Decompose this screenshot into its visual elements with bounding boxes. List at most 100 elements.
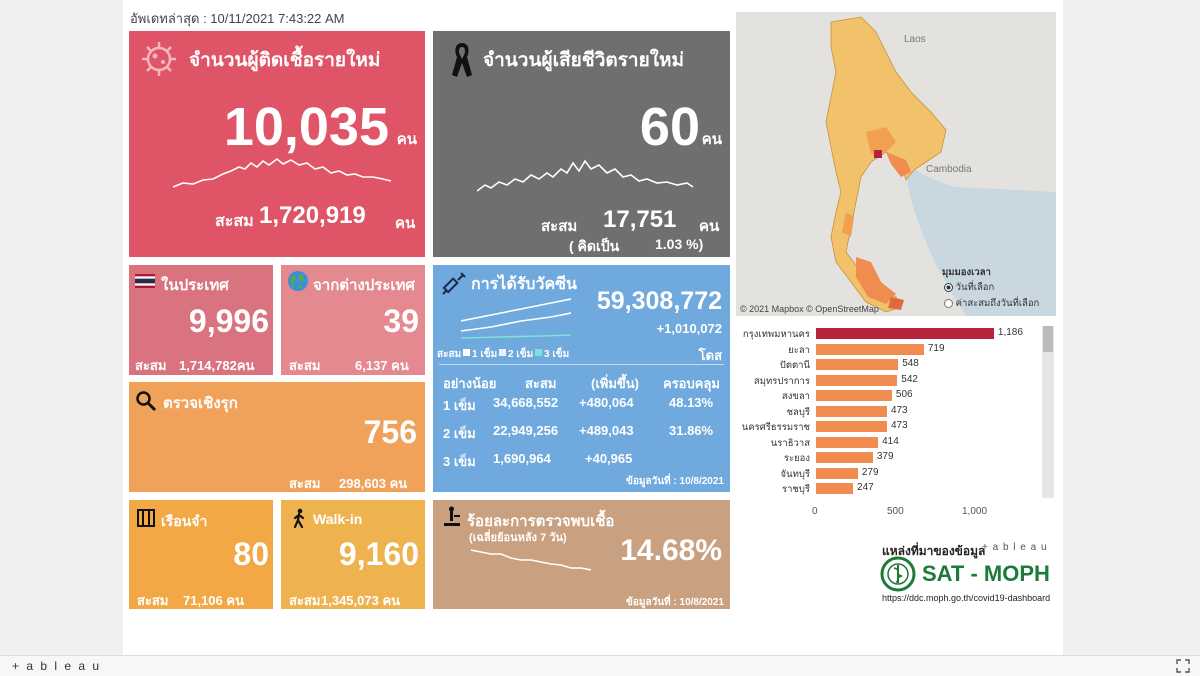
vaccine-header-cum: สะสม (525, 376, 557, 391)
bar-label: ชลบุรี (786, 406, 810, 418)
bar[interactable] (816, 467, 858, 479)
domestic-cum-value: 1,714,782คน (179, 358, 255, 373)
positivity-subtitle: (เฉลี่ยย้อนหลัง 7 วัน) (469, 532, 567, 544)
vaccine-legend-1: 1 เข็ม (472, 349, 498, 360)
chart-scrollbar-thumb[interactable] (1043, 326, 1053, 352)
map-attribution: © 2021 Mapbox © OpenStreetMap (740, 304, 879, 314)
prison-title: เรือนจำ (161, 513, 208, 529)
bar-label: ยะลา (788, 344, 810, 356)
prison-bars-icon (137, 509, 155, 527)
new-cases-card[interactable]: จำนวนผู้ติดเชื้อรายใหม่ 10,035 คน สะสม 1… (129, 31, 425, 257)
map-label-cambodia: Cambodia (926, 164, 972, 175)
vaccine-header-inc: (เพิ่มขึ้น) (591, 376, 640, 391)
vaccine-title: การได้รับวัคซีน (471, 276, 577, 293)
bar-label: ระยอง (783, 453, 810, 464)
domestic-card[interactable]: ในประเทศ 9,996 สะสม 1,714,782คน (129, 265, 273, 375)
vaccine-legend-prefix: สะสม (437, 349, 462, 360)
new-deaths-unit: คน (701, 131, 722, 148)
bar-value-label: 719 (927, 342, 945, 354)
bar-label: นราธิวาส (770, 437, 810, 449)
vaccine-divider (439, 364, 724, 365)
domestic-title: ในประเทศ (161, 277, 229, 294)
bar[interactable] (816, 359, 899, 370)
source-url[interactable]: https://ddc.moph.go.th/covid19-dashboard (882, 593, 1051, 603)
new-deaths-title: จำนวนผู้เสียชีวิตรายใหม่ (483, 50, 685, 71)
overseas-title: จากต่างประเทศ (313, 277, 415, 294)
overseas-cum-value: 6,137 คน (355, 358, 409, 373)
vaccine-row3-cum: 1,690,964 (493, 451, 551, 466)
walking-person-icon (293, 508, 305, 528)
vaccine-row1-cum: 34,668,552 (493, 395, 559, 410)
positivity-card[interactable]: ร้อยละการตรวจพบเชื้อ (เฉลี่ยย้อนหลัง 7 ว… (433, 500, 730, 609)
legend-box-3 (535, 349, 542, 356)
new-cases-value: 10,035 (223, 97, 389, 157)
bar[interactable] (816, 390, 892, 401)
new-deaths-cum-value: 17,751 (603, 206, 677, 233)
fullscreen-icon[interactable] (1176, 659, 1190, 673)
active-case-value: 756 (363, 414, 417, 450)
bar[interactable] (816, 436, 879, 448)
tableau-logo[interactable]: + a b l e a u (12, 659, 102, 673)
death-rate-value: 1.03 %) (655, 236, 704, 252)
bar-label: สมุทรปราการ (753, 375, 810, 387)
overseas-card[interactable]: จากต่างประเทศ 39 สะสม 6,137 คน (281, 265, 425, 375)
moph-emblem-icon (880, 556, 916, 592)
new-deaths-sparkline (477, 159, 694, 192)
new-cases-unit: คน (396, 131, 417, 148)
walkin-cum-value: 1,345,073 คน (321, 593, 401, 608)
bar-value-label: 473 (890, 404, 908, 416)
last-updated: อัพเดทล่าสุด : 10/11/2021 7:43:22 AM (130, 11, 345, 26)
vaccine-row2-cum: 22,949,256 (493, 423, 559, 438)
vaccine-row1-dose: 1 เข็ม (443, 398, 476, 413)
domestic-value: 9,996 (188, 303, 269, 339)
positivity-sparkline (471, 549, 591, 571)
legend-box-2 (499, 349, 506, 356)
bar[interactable] (816, 328, 994, 339)
prison-card[interactable]: เรือนจำ 80 สะสม 71,106 คน (129, 500, 273, 609)
vaccine-row2-cov: 31.86% (669, 423, 714, 438)
bar-label: นครศรีธรรมราช (741, 422, 810, 433)
bar[interactable] (816, 405, 887, 417)
vaccine-increase: +1,010,072 (656, 321, 722, 336)
tableau-mini-logo: + a b l e a u (982, 542, 1048, 553)
bar[interactable] (816, 483, 854, 494)
bar-label: ราชบุรี (781, 484, 810, 495)
vaccine-row2-inc: +489,043 (579, 423, 634, 438)
vaccine-trend-lines (461, 298, 571, 339)
prison-value: 80 (233, 536, 269, 572)
vaccine-card[interactable]: การได้รับวัคซีน 59,308,772 +1,010,072 โด… (433, 265, 730, 492)
overseas-value: 39 (383, 303, 419, 339)
positivity-title: ร้อยละการตรวจพบเชื้อ (467, 513, 615, 530)
new-deaths-cum-label: สะสม (541, 218, 578, 235)
vaccine-unit: โดส (698, 348, 722, 363)
bar-value-label: 506 (895, 389, 913, 400)
vaccine-data-date: ข้อมูลวันที่ : 10/8/2021 (626, 476, 724, 487)
time-option-cumulative[interactable]: ค่าสะสมถึงวันที่เลือก (944, 296, 1039, 311)
walkin-card[interactable]: Walk-in 9,160 สะสม 1,345,073 คน (281, 500, 425, 609)
bar[interactable] (816, 374, 898, 386)
walkin-title: Walk-in (313, 511, 363, 527)
vaccine-legend-3: 3 เข็ม (544, 349, 570, 360)
bar-label: สงขลา (781, 391, 810, 402)
active-case-card[interactable]: ตรวจเชิงรุก 756 สะสม 298,603 คน (129, 382, 425, 492)
thailand-map-shape (736, 12, 1056, 316)
chart-scrollbar[interactable] (1042, 326, 1054, 498)
black-ribbon-icon (452, 43, 472, 77)
new-deaths-card[interactable]: จำนวนผู้เสียชีวิตรายใหม่ 60 คน สะสม 17,7… (433, 31, 730, 257)
bar[interactable] (816, 343, 924, 355)
tableau-toolbar: + a b l e a u (0, 655, 1200, 676)
bar[interactable] (816, 452, 873, 463)
active-case-cum-value: 298,603 คน (339, 476, 408, 491)
bar-label: จันทบุรี (780, 468, 810, 480)
sat-moph-brand: SAT - MOPH (922, 561, 1050, 586)
time-option-selected-date[interactable]: วันที่เลือก (944, 280, 994, 295)
province-map[interactable]: Laos Cambodia © 2021 Mapbox © OpenStreet… (736, 12, 1056, 316)
vaccine-row1-inc: +480,064 (579, 395, 634, 410)
province-bar-chart[interactable]: กรุงเทพมหานคร 1,186 ยะลา 719 ปัตตานี 548 สมุทร… (736, 322, 1056, 522)
radio-checked-icon (944, 282, 953, 292)
overseas-cum-label: สะสม (289, 358, 321, 373)
positivity-data-date: ข้อมูลวันที่ : 10/8/2021 (626, 597, 724, 608)
bar[interactable] (816, 421, 887, 432)
new-cases-cum-unit: คน (395, 215, 416, 232)
new-deaths-value: 60 (639, 97, 700, 157)
